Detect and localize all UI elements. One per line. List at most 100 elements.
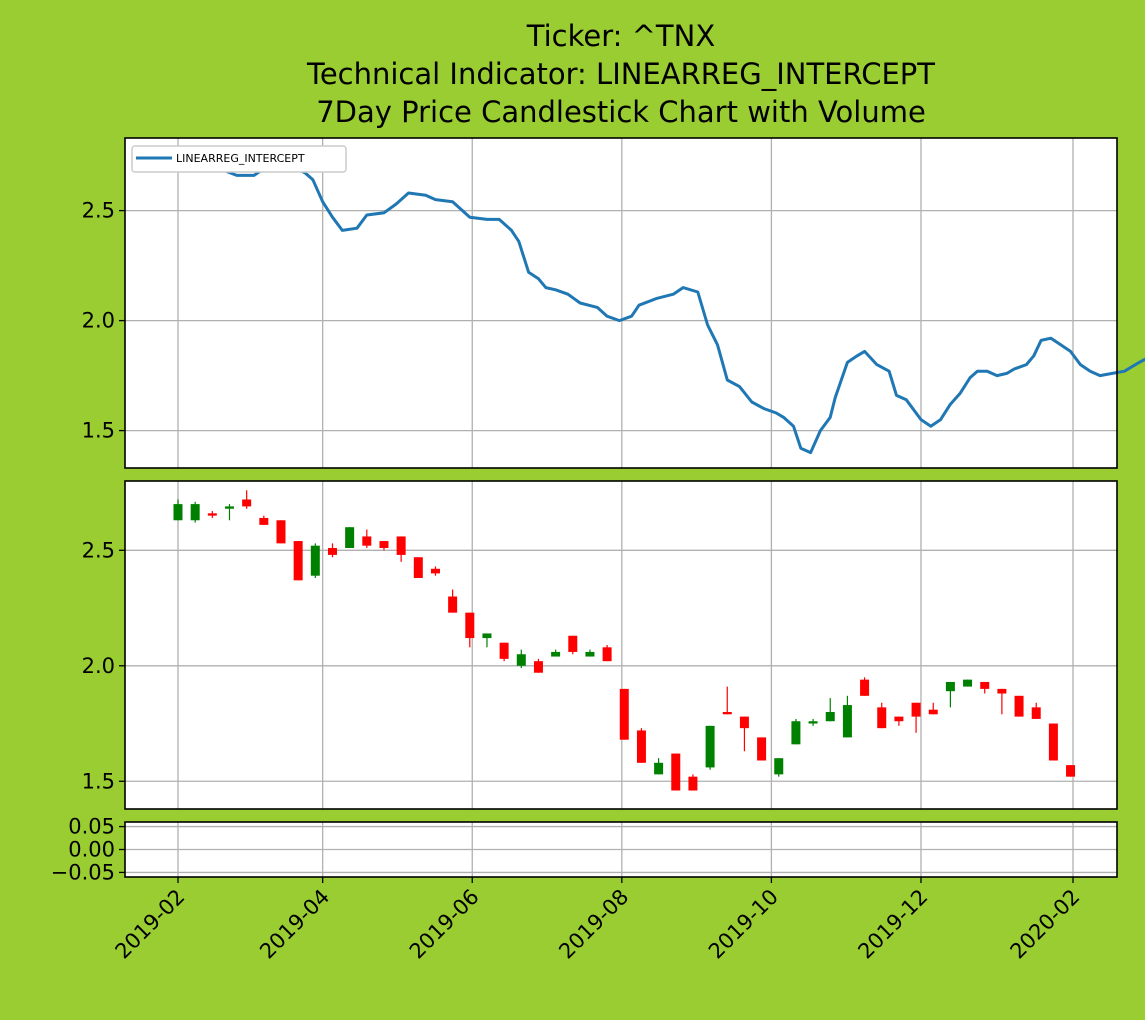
candle-body — [911, 702, 921, 717]
indicator-frame — [124, 137, 1118, 469]
candle-body — [551, 651, 561, 657]
candle-body — [757, 737, 767, 761]
candle-body — [1048, 723, 1058, 761]
candle-body — [1066, 765, 1076, 777]
candle — [224, 504, 234, 521]
candle-body — [997, 688, 1007, 694]
candle-body — [516, 654, 526, 666]
title-line-indicator: Technical Indicator: LINEARREG_INTERCEPT — [306, 57, 935, 91]
candle-body — [224, 506, 234, 509]
candle-body — [774, 758, 784, 775]
volume-frame — [124, 821, 1118, 878]
candle-body — [259, 517, 269, 525]
candle — [259, 515, 269, 525]
volume-panel: 0.050.00−0.05 — [51, 815, 1118, 884]
price-y-axis: 1.5 2.0 2.5 — [82, 538, 125, 793]
candle — [293, 541, 303, 581]
candle — [842, 695, 852, 738]
candle-body — [327, 547, 337, 555]
candle — [310, 543, 320, 579]
candle — [963, 679, 973, 687]
candle-body — [791, 721, 801, 745]
candle — [825, 698, 835, 722]
indicator-panel: 1.5 2.0 2.5 LINEARREG_INTERCEPT — [82, 137, 1145, 469]
y-tick-label: 2.5 — [82, 538, 115, 562]
candle — [774, 758, 784, 777]
candle — [722, 686, 732, 715]
candle — [499, 642, 509, 662]
legend-label-linearreg-intercept: LINEARREG_INTERCEPT — [176, 152, 305, 165]
candle — [739, 716, 749, 752]
candle-body — [413, 557, 423, 579]
y-tick-label: 1.5 — [82, 769, 115, 793]
candle-body — [842, 705, 852, 738]
candle-body — [396, 536, 406, 555]
candle — [757, 737, 767, 761]
candle — [568, 635, 578, 655]
candle — [997, 688, 1007, 715]
candle — [671, 753, 681, 791]
candle-body — [310, 545, 320, 576]
candle — [413, 557, 423, 579]
candle — [482, 633, 492, 648]
candle — [173, 499, 183, 521]
title-line-ticker: Ticker: ^TNX — [526, 19, 715, 53]
candle — [860, 677, 870, 696]
candle-body — [945, 681, 955, 692]
y-tick-label: 2.0 — [82, 309, 115, 333]
candle — [791, 718, 801, 745]
candle-body — [860, 679, 870, 696]
candle — [911, 702, 921, 733]
candle — [945, 681, 955, 708]
candle-body — [877, 707, 887, 729]
candle — [1014, 695, 1024, 717]
candle-body — [928, 709, 938, 715]
candle-body — [602, 647, 612, 662]
candle — [430, 566, 440, 576]
candle-body — [619, 688, 629, 740]
y-tick-label: −0.05 — [51, 860, 115, 884]
candle — [345, 527, 355, 548]
candle-body — [825, 711, 835, 722]
candle — [877, 702, 887, 729]
indicator-y-axis: 1.5 2.0 2.5 — [82, 199, 125, 443]
candle — [894, 716, 904, 726]
y-tick-label: 2.0 — [82, 654, 115, 678]
candle-body — [980, 681, 990, 689]
candle — [207, 511, 217, 518]
candle-body — [808, 721, 818, 724]
candle — [619, 688, 629, 740]
candle-body — [963, 679, 973, 687]
candle — [1048, 723, 1058, 761]
candle — [808, 718, 818, 726]
candle-body — [207, 513, 217, 516]
candle-body — [1014, 695, 1024, 717]
candle — [379, 541, 389, 551]
candle-body — [482, 633, 492, 639]
candle-body — [276, 520, 286, 544]
candle — [327, 543, 337, 558]
candle-body — [688, 776, 698, 791]
candle — [362, 529, 372, 548]
candle — [636, 728, 646, 763]
candle — [533, 658, 543, 673]
candle-body — [671, 753, 681, 791]
candle — [1031, 702, 1041, 719]
candle-body — [190, 504, 200, 521]
volume-y-axis: 0.050.00−0.05 — [51, 815, 125, 884]
y-tick-label: 0.05 — [68, 815, 115, 839]
candle — [602, 645, 612, 662]
candle — [465, 612, 475, 648]
legend: LINEARREG_INTERCEPT — [131, 145, 347, 173]
candle — [448, 589, 458, 613]
volume-gridlines — [125, 822, 1117, 877]
candle — [654, 758, 664, 775]
candle-body — [465, 612, 475, 639]
candle — [585, 649, 595, 657]
candlesticks — [173, 490, 1076, 791]
candle-body — [499, 642, 509, 659]
candle-body — [722, 711, 732, 715]
candle — [396, 536, 406, 562]
candle — [705, 725, 715, 770]
